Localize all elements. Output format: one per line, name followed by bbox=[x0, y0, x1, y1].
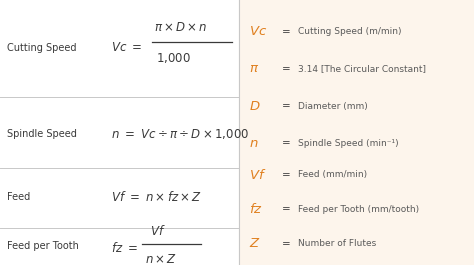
Text: =: = bbox=[283, 170, 291, 180]
Bar bbox=[239, 0, 474, 265]
Text: Cutting Speed (m/min): Cutting Speed (m/min) bbox=[298, 27, 401, 36]
Bar bbox=[0, 0, 239, 265]
Text: =: = bbox=[283, 27, 291, 37]
Text: $\mathit{n \times Z}$: $\mathit{n \times Z}$ bbox=[145, 253, 177, 265]
Text: $\mathit{Vf\ =\ n \times fz \times Z}$: $\mathit{Vf\ =\ n \times fz \times Z}$ bbox=[111, 191, 202, 204]
Text: $\mathit{\pi \times D \times n}$: $\mathit{\pi \times D \times n}$ bbox=[154, 21, 208, 34]
Text: $\mathit{Vc}$: $\mathit{Vc}$ bbox=[249, 25, 267, 38]
Text: $\mathit{\pi}$: $\mathit{\pi}$ bbox=[249, 62, 259, 76]
Text: $\mathit{Vf}$: $\mathit{Vf}$ bbox=[249, 168, 266, 182]
Text: Number of Flutes: Number of Flutes bbox=[298, 239, 376, 248]
Text: =: = bbox=[283, 138, 291, 148]
Text: $\mathit{D}$: $\mathit{D}$ bbox=[249, 99, 260, 113]
Text: $\mathit{fz}$: $\mathit{fz}$ bbox=[249, 202, 263, 216]
Text: =: = bbox=[283, 64, 291, 74]
Text: Feed per Tooth (mm/tooth): Feed per Tooth (mm/tooth) bbox=[298, 205, 419, 214]
Text: $\mathit{fz\ =}$: $\mathit{fz\ =}$ bbox=[111, 241, 138, 255]
Text: Diameter (mm): Diameter (mm) bbox=[298, 101, 367, 111]
Text: =: = bbox=[283, 204, 291, 214]
Text: Cutting Speed: Cutting Speed bbox=[7, 43, 77, 53]
Text: Feed: Feed bbox=[7, 192, 30, 202]
Text: $\mathit{Vc}\ =$: $\mathit{Vc}\ =$ bbox=[111, 41, 143, 54]
Text: Feed (mm/min): Feed (mm/min) bbox=[298, 170, 367, 179]
Text: =: = bbox=[283, 239, 291, 249]
Text: $\mathit{Vf}$: $\mathit{Vf}$ bbox=[150, 224, 166, 237]
Text: $\mathit{n\ =\ Vc \div \pi \div D \times 1{,}000}$: $\mathit{n\ =\ Vc \div \pi \div D \times… bbox=[111, 127, 250, 141]
Text: Spindle Speed: Spindle Speed bbox=[7, 129, 77, 139]
Text: =: = bbox=[283, 101, 291, 111]
Text: Feed per Tooth: Feed per Tooth bbox=[7, 241, 79, 251]
Text: $\mathit{Z}$: $\mathit{Z}$ bbox=[249, 237, 260, 250]
Text: $\mathit{n}$: $\mathit{n}$ bbox=[249, 136, 258, 150]
Text: Spindle Speed (min⁻¹): Spindle Speed (min⁻¹) bbox=[298, 139, 398, 148]
Text: 3.14 [The Circular Constant]: 3.14 [The Circular Constant] bbox=[298, 64, 426, 73]
Text: $\mathit{1{,}000}$: $\mathit{1{,}000}$ bbox=[156, 51, 191, 65]
